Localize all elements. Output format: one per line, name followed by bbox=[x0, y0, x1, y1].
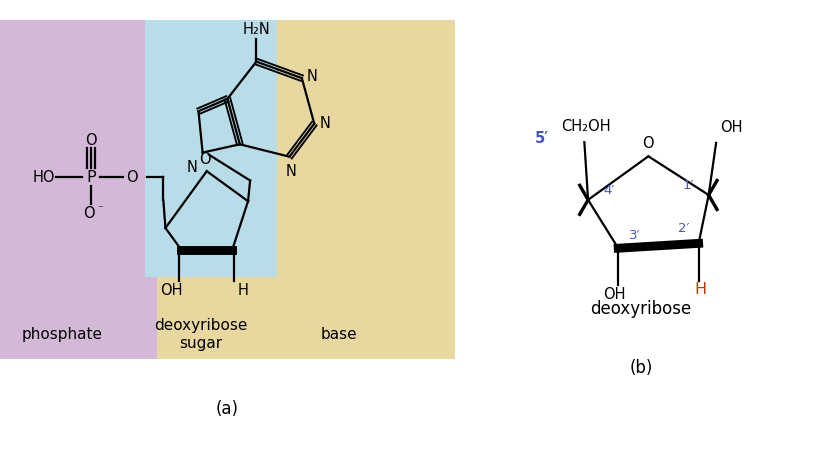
Text: 2′: 2′ bbox=[678, 222, 689, 235]
Bar bbox=[0, 20, 157, 359]
Text: O: O bbox=[643, 136, 654, 151]
Text: phosphate: phosphate bbox=[22, 327, 103, 342]
Text: O: O bbox=[126, 170, 137, 185]
Text: P: P bbox=[86, 170, 96, 185]
Text: H₂N: H₂N bbox=[242, 22, 270, 37]
Text: O: O bbox=[198, 152, 211, 167]
Text: 5′: 5′ bbox=[534, 131, 548, 146]
Text: ⁻: ⁻ bbox=[97, 205, 103, 215]
Bar bbox=[157, 20, 455, 359]
Text: deoxyribose
sugar: deoxyribose sugar bbox=[154, 318, 247, 350]
Text: N: N bbox=[319, 116, 330, 131]
Text: (a): (a) bbox=[216, 400, 239, 418]
Text: 1′: 1′ bbox=[682, 179, 694, 192]
Text: OH: OH bbox=[603, 287, 626, 302]
Text: O: O bbox=[85, 133, 97, 148]
Text: OH: OH bbox=[160, 283, 182, 298]
Text: O: O bbox=[83, 206, 95, 221]
Text: deoxyribose: deoxyribose bbox=[590, 300, 691, 318]
Text: 4′: 4′ bbox=[603, 184, 614, 197]
Text: CH₂OH: CH₂OH bbox=[562, 119, 611, 134]
Text: H: H bbox=[695, 282, 706, 297]
Text: H: H bbox=[237, 283, 248, 298]
Text: base: base bbox=[321, 327, 357, 342]
Text: (b): (b) bbox=[629, 360, 653, 377]
Text: N: N bbox=[307, 69, 318, 84]
Text: OH: OH bbox=[719, 120, 743, 135]
Text: N: N bbox=[187, 160, 198, 175]
Text: HO: HO bbox=[32, 170, 55, 185]
Text: N: N bbox=[286, 164, 297, 179]
Text: 3′: 3′ bbox=[629, 229, 641, 242]
Bar bbox=[145, 20, 277, 276]
